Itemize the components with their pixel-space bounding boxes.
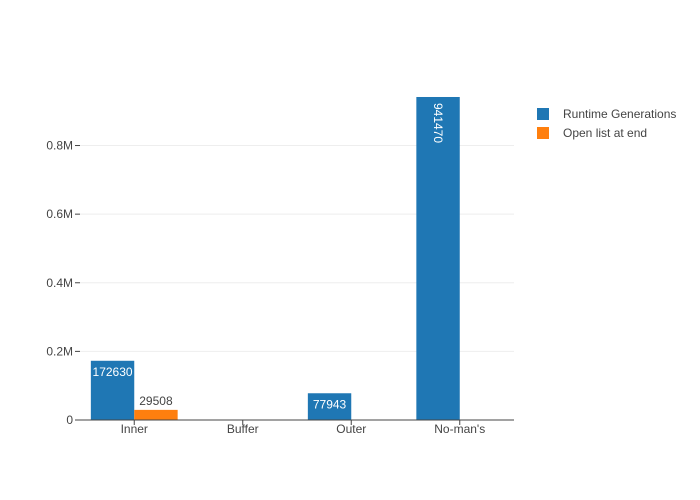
bar-value-label: 172630	[93, 365, 133, 379]
bar-runtime-generations-inner[interactable]	[90, 360, 135, 420]
x-tick-label: Buffer	[227, 422, 259, 436]
bar-value-label: 941470	[431, 103, 445, 143]
bar-open-list-at-end-inner[interactable]	[134, 409, 178, 420]
bar-runtime-generations-outer[interactable]	[307, 393, 352, 420]
y-tick-label: 0	[66, 413, 73, 427]
y-tick-label: 0.2M	[46, 344, 73, 358]
legend[interactable]: Runtime Generations Open list at end	[537, 107, 676, 140]
y-axis-ticks: 0 0.2M 0.4M 0.6M 0.8M	[46, 139, 80, 427]
legend-label: Open list at end	[563, 126, 647, 140]
bars	[90, 96, 460, 421]
legend-item-runtime-generations[interactable]: Runtime Generations	[537, 107, 676, 121]
x-axis-ticks: Inner Buffer Outer No-man's	[121, 420, 485, 436]
legend-swatch	[537, 108, 549, 120]
bar-value-label: 77943	[313, 397, 347, 411]
legend-label: Runtime Generations	[563, 107, 676, 121]
y-tick-label: 0.6M	[46, 207, 73, 221]
legend-item-open-list-at-end[interactable]: Open list at end	[537, 126, 647, 140]
y-tick-label: 0.4M	[46, 276, 73, 290]
legend-swatch	[537, 127, 549, 139]
y-tick-label: 0.8M	[46, 139, 73, 153]
bar-value-label: 29508	[139, 394, 173, 408]
bar-value-labels: 172630 29508 77943 941470	[93, 103, 446, 411]
bar-runtime-generations-no-man-s[interactable]	[416, 96, 460, 421]
x-tick-label: No-man's	[434, 422, 485, 436]
x-tick-label: Outer	[336, 422, 366, 436]
x-tick-label: Inner	[121, 422, 148, 436]
